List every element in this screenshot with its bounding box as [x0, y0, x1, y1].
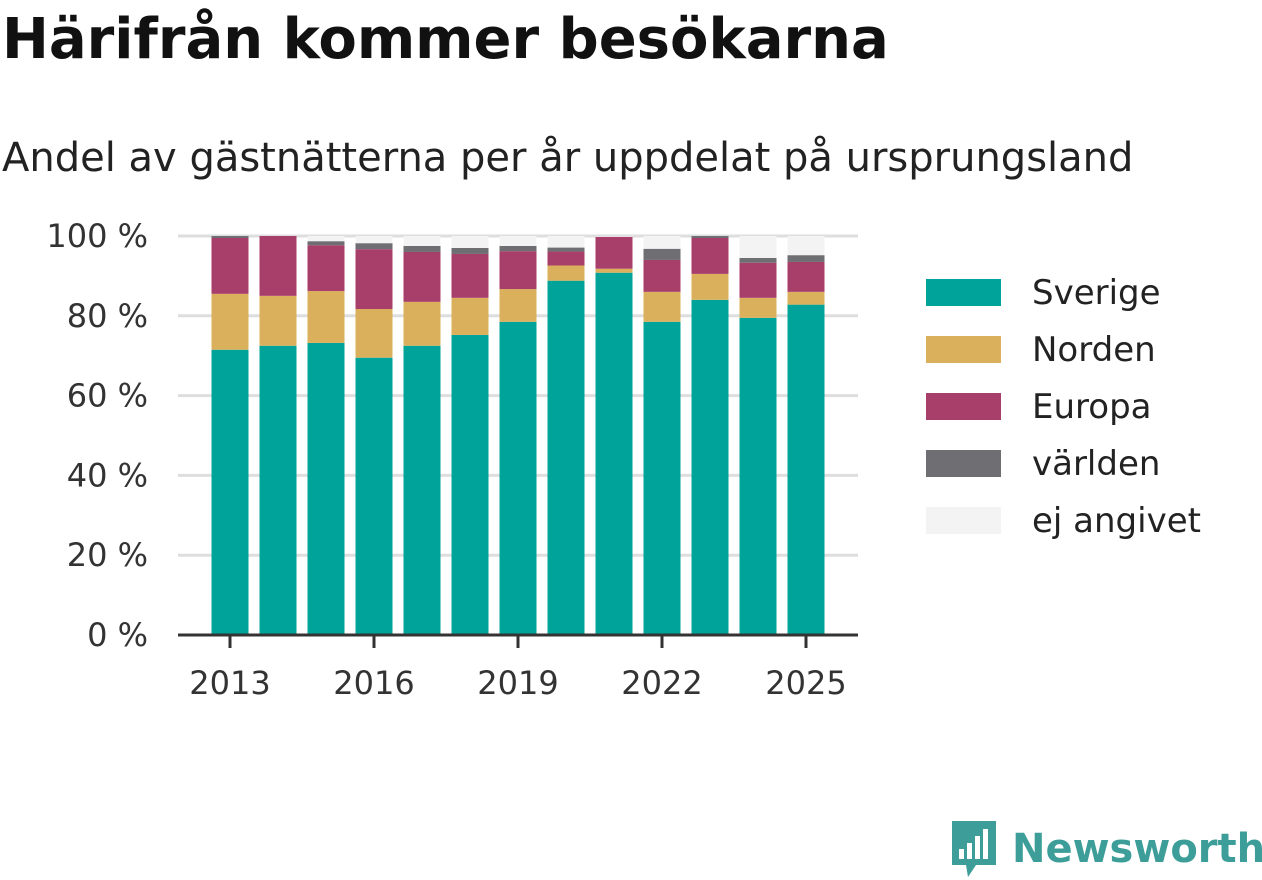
legend-swatch: [926, 336, 1001, 363]
bar-segment: [787, 236, 825, 256]
legend-label: Sverige: [1032, 273, 1161, 313]
legend-label: Europa: [1032, 387, 1151, 427]
bar-segment: [691, 273, 729, 300]
bar-segment: [211, 293, 249, 350]
bar-segment: [643, 321, 681, 635]
bar-segment: [595, 268, 633, 273]
bar-segment: [355, 309, 393, 358]
bar-segment: [787, 304, 825, 635]
legend-swatch: [926, 279, 1001, 306]
stacked-bar-chart: 0 % 20 % 40 % 60 % 80 % 100 % 2013 2016 2019 2022…: [46, 217, 1201, 702]
bar-segment: [595, 236, 633, 237]
bar-segment: [451, 247, 489, 254]
bar-segment: [499, 251, 537, 290]
bar-segment: [211, 349, 249, 635]
bar-segment: [643, 236, 681, 249]
bar-segment: [499, 289, 537, 322]
x-tick-label: 2025: [765, 664, 846, 702]
bar-segment: [211, 236, 249, 238]
bar-segment: [739, 236, 777, 258]
bar-segment: [355, 249, 393, 310]
bar-segment: [547, 280, 585, 635]
bar-segment: [211, 237, 249, 294]
bar-segment: [547, 247, 585, 252]
brand-name: Newsworthy: [1012, 826, 1262, 872]
bar-segment: [691, 299, 729, 635]
bar-segment: [259, 236, 297, 296]
bars: [211, 236, 825, 635]
bar-segment: [595, 272, 633, 635]
bar-segment: [403, 245, 441, 252]
bar-segment: [499, 321, 537, 635]
bar-segment: [547, 236, 585, 248]
bar-segment: [307, 236, 345, 242]
bar-segment: [739, 262, 777, 298]
y-tick-label: 100 %: [46, 217, 148, 255]
bar-segment: [451, 297, 489, 335]
legend-swatch: [926, 507, 1001, 534]
x-tick-label: 2016: [333, 664, 414, 702]
bar-segment: [595, 236, 633, 269]
legend-label: Norden: [1032, 330, 1156, 370]
bar-segment: [403, 301, 441, 346]
bar-segment: [739, 257, 777, 263]
y-tick-label: 20 %: [67, 536, 148, 574]
bar-segment: [691, 237, 729, 274]
bar-segment: [691, 236, 729, 238]
bar-segment: [451, 253, 489, 298]
chart-title: Härifrån kommer besökarna: [2, 7, 889, 72]
bar-segment: [451, 236, 489, 248]
newsworthy-logo-icon: [952, 821, 996, 877]
axes: 0 % 20 % 40 % 60 % 80 % 100 % 2013 2016 2019 2022…: [46, 217, 858, 702]
bar-segment: [643, 248, 681, 260]
brand-logo: Newsworthy: [950, 818, 1262, 880]
legend-swatch: [926, 393, 1001, 420]
y-tick-label: 0 %: [87, 616, 148, 654]
bar-segment: [307, 245, 345, 292]
bar-segment: [307, 342, 345, 635]
bar-segment: [643, 291, 681, 322]
bar-segment: [403, 236, 441, 246]
bar-segment: [403, 345, 441, 635]
bar-segment: [547, 251, 585, 266]
legend-label: ej angivet: [1032, 501, 1201, 541]
bar-segment: [547, 265, 585, 281]
bar-segment: [499, 236, 537, 246]
bar-segment: [643, 259, 681, 292]
bar-segment: [499, 245, 537, 252]
legend: Sverige Norden Europa världen ej angivet: [926, 273, 1201, 541]
bar-segment: [451, 334, 489, 635]
bar-segment: [307, 241, 345, 246]
bar-segment: [259, 345, 297, 635]
legend-swatch: [926, 450, 1001, 477]
x-tick-label: 2022: [621, 664, 702, 702]
chart-subtitle: Andel av gästnätterna per år uppdelat på…: [2, 135, 1134, 181]
y-tick-label: 80 %: [67, 297, 148, 335]
bar-segment: [355, 243, 393, 250]
bar-segment: [787, 291, 825, 305]
bar-segment: [739, 317, 777, 635]
x-tick-label: 2013: [189, 664, 270, 702]
legend-label: världen: [1032, 444, 1160, 484]
bar-segment: [787, 261, 825, 292]
bar-segment: [403, 251, 441, 302]
x-tick-label: 2019: [477, 664, 558, 702]
bar-segment: [307, 291, 345, 343]
bar-segment: [355, 357, 393, 635]
y-tick-label: 40 %: [67, 456, 148, 494]
bar-segment: [787, 255, 825, 262]
bar-segment: [259, 295, 297, 346]
bar-segment: [355, 236, 393, 244]
y-tick-label: 60 %: [67, 377, 148, 415]
bar-segment: [739, 297, 777, 318]
